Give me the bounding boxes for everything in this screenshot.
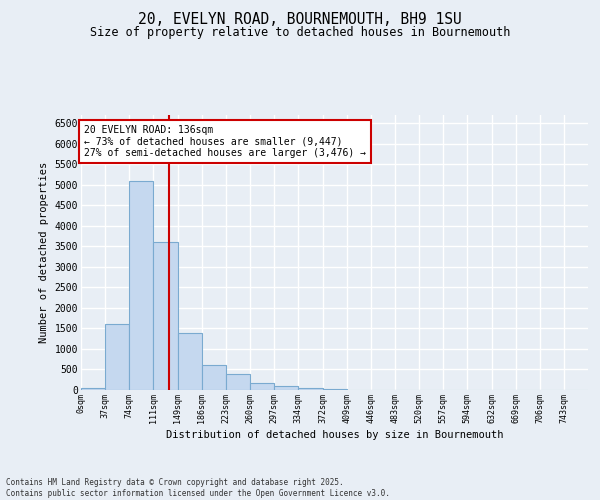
Bar bbox=[250, 383, 274, 390]
Y-axis label: Number of detached properties: Number of detached properties bbox=[39, 162, 49, 343]
Bar bbox=[274, 386, 298, 390]
Text: 20 EVELYN ROAD: 136sqm
← 73% of detached houses are smaller (9,447)
27% of semi-: 20 EVELYN ROAD: 136sqm ← 73% of detached… bbox=[84, 126, 366, 158]
Bar bbox=[202, 364, 226, 390]
Bar bbox=[153, 242, 178, 390]
Bar bbox=[323, 389, 347, 390]
Text: Contains HM Land Registry data © Crown copyright and database right 2025.
Contai: Contains HM Land Registry data © Crown c… bbox=[6, 478, 390, 498]
Bar bbox=[105, 324, 129, 390]
Bar bbox=[298, 388, 323, 390]
Bar bbox=[129, 180, 153, 390]
Text: 20, EVELYN ROAD, BOURNEMOUTH, BH9 1SU: 20, EVELYN ROAD, BOURNEMOUTH, BH9 1SU bbox=[138, 12, 462, 28]
Bar bbox=[178, 332, 202, 390]
Bar bbox=[226, 374, 250, 390]
Text: Size of property relative to detached houses in Bournemouth: Size of property relative to detached ho… bbox=[90, 26, 510, 39]
X-axis label: Distribution of detached houses by size in Bournemouth: Distribution of detached houses by size … bbox=[166, 430, 503, 440]
Bar bbox=[81, 388, 105, 390]
